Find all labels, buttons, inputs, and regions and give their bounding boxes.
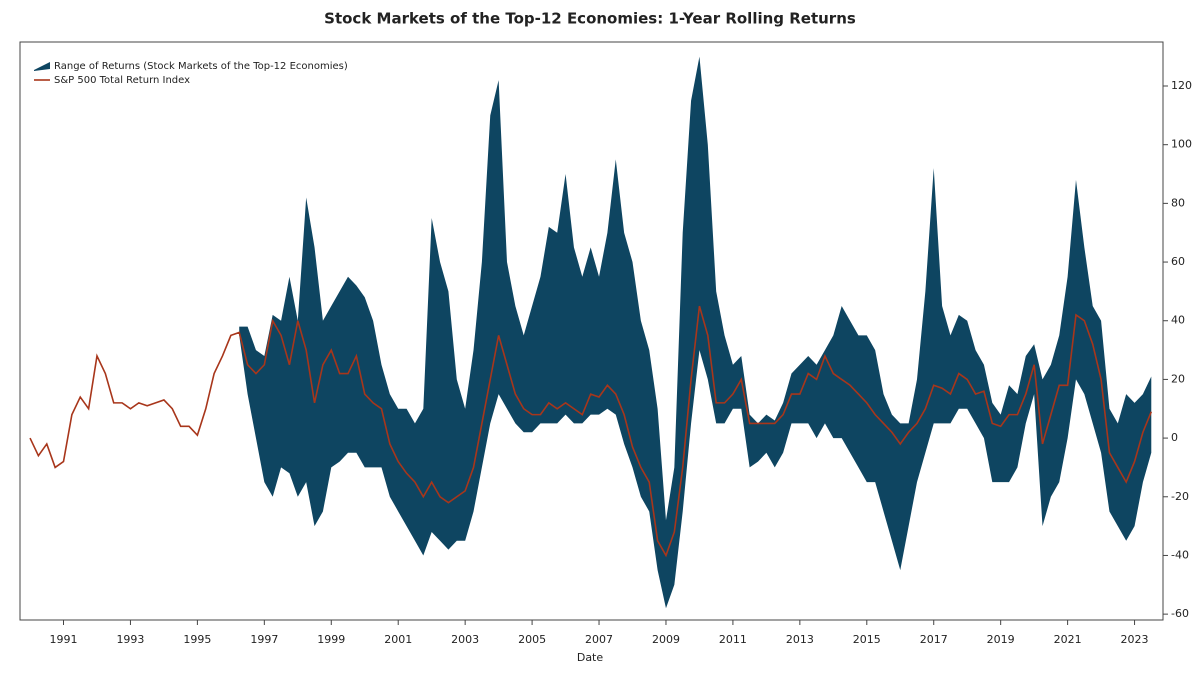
x-tick-label: 2019 <box>987 633 1015 646</box>
sp500-line <box>29 305 1153 558</box>
x-tick-label: 2023 <box>1121 633 1149 646</box>
legend-swatch <box>34 62 50 71</box>
y-tick-label: 0 <box>1171 431 1178 444</box>
x-tick-label: 2009 <box>652 633 680 646</box>
y-tick-label: 20 <box>1171 372 1185 385</box>
x-tick-label: 1995 <box>183 633 211 646</box>
plot-frame <box>19 41 1164 621</box>
legend-label: S&P 500 Total Return Index <box>54 75 190 86</box>
x-tick-label: 2003 <box>451 633 479 646</box>
y-tick-label: -60 <box>1171 607 1189 620</box>
x-axis-label: Date <box>577 651 604 664</box>
y-tick-label: 80 <box>1171 196 1185 209</box>
x-tick-label: 1999 <box>317 633 345 646</box>
chart-title: Stock Markets of the Top-12 Economies: 1… <box>324 10 856 28</box>
x-tick-label: 2021 <box>1054 633 1082 646</box>
y-tick-label: 40 <box>1171 314 1185 327</box>
x-tick-label: 2013 <box>786 633 814 646</box>
x-tick-label: 1993 <box>116 633 144 646</box>
range-band <box>239 56 1152 609</box>
x-tick-label: 1991 <box>50 633 78 646</box>
x-tick-label: 2011 <box>719 633 747 646</box>
x-tick-label: 1997 <box>250 633 278 646</box>
y-tick-label: -20 <box>1171 490 1189 503</box>
x-tick-label: 2001 <box>384 633 412 646</box>
y-tick-label: 120 <box>1171 79 1192 92</box>
x-tick-label: 2015 <box>853 633 881 646</box>
x-tick-label: 2017 <box>920 633 948 646</box>
x-tick-label: 2007 <box>585 633 613 646</box>
y-tick-label: -40 <box>1171 548 1189 561</box>
y-tick-label: 100 <box>1171 138 1192 151</box>
x-tick-label: 2005 <box>518 633 546 646</box>
legend-label: Range of Returns (Stock Markets of the T… <box>54 61 348 72</box>
y-tick-label: 60 <box>1171 255 1185 268</box>
